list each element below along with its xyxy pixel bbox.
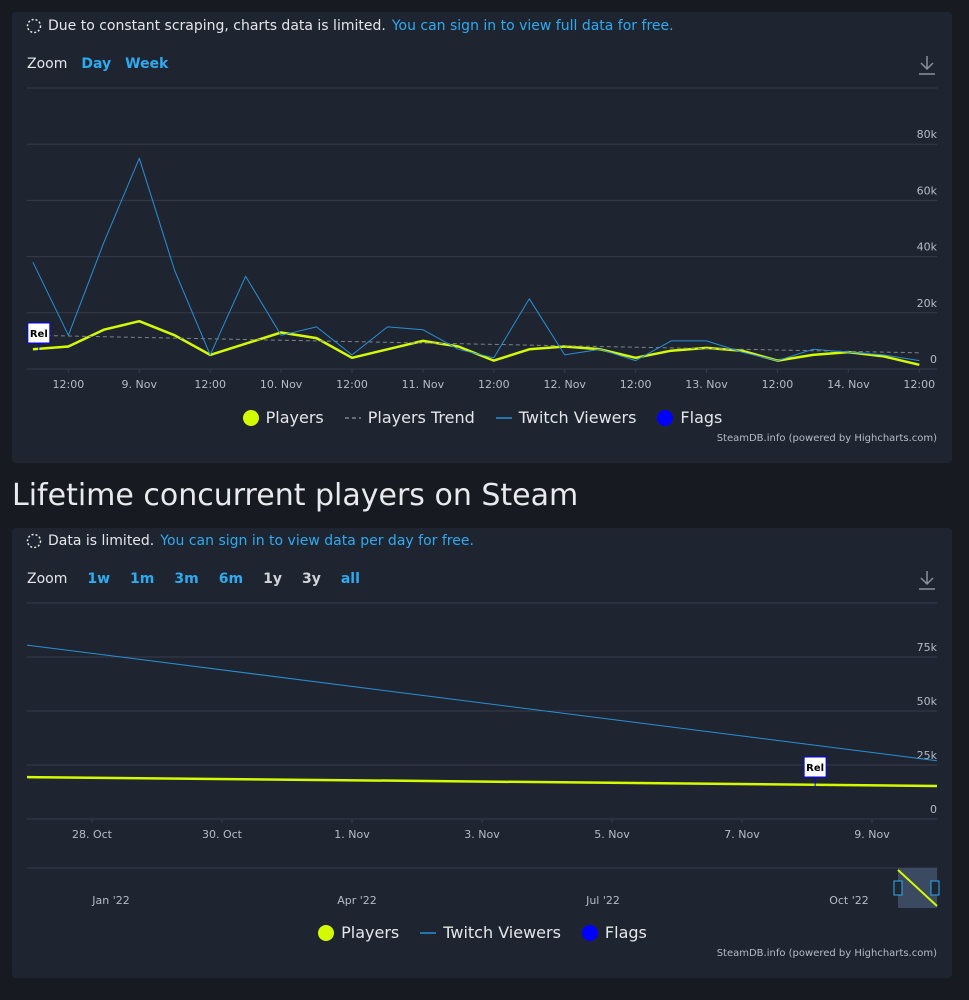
zoom-button[interactable]: 1m <box>130 571 155 587</box>
legend-text: Flags <box>680 408 723 427</box>
x-tick-label: 9. Nov <box>854 828 890 841</box>
legend-marker <box>581 924 598 941</box>
y-tick-label: 60k <box>917 184 938 197</box>
x-tick-label: 9. Nov <box>122 378 158 391</box>
zoom-button[interactable]: all <box>340 571 360 587</box>
sign-in-link[interactable]: You can sign in to view full data for fr… <box>391 18 674 34</box>
legend-text: Twitch Viewers <box>443 923 561 942</box>
credit: SteamDB.info (powered by Highcharts.com) <box>716 948 937 959</box>
legend-text: Flags <box>604 923 647 942</box>
legend-text: Players <box>341 923 400 942</box>
flag-box <box>803 756 827 778</box>
zoom-bar: Zoom Day Week <box>27 56 168 72</box>
x-tick-label: 5. Nov <box>594 828 630 841</box>
credit: SteamDB.info (powered by Highcharts.com) <box>716 433 937 444</box>
zoom-button[interactable]: 6m <box>218 571 244 587</box>
series-line <box>32 334 920 354</box>
flag-box <box>27 322 51 344</box>
legend-symbol <box>420 931 437 934</box>
legend-marker <box>657 409 674 426</box>
legend-item[interactable]: Twitch Viewers <box>495 408 637 427</box>
legend: Players Twitch Viewers Flags <box>12 923 952 942</box>
notice-text: Due to constant scraping, charts data is… <box>48 18 386 34</box>
y-tick-label: 40k <box>917 241 938 254</box>
notice-icon <box>26 533 42 549</box>
zoom-button[interactable]: 1w <box>87 571 111 587</box>
x-tick-label: 12:00 <box>478 378 510 391</box>
series-line <box>26 775 938 788</box>
legend: Players Players Trend Twitch Viewers Flags <box>12 408 952 427</box>
legend-marker <box>242 409 259 426</box>
legend-item[interactable]: Flags <box>656 408 722 427</box>
chart-panel <box>12 12 952 463</box>
navigator-tick-label: Oct '22 <box>829 894 869 907</box>
navigator-handle <box>930 880 940 896</box>
download-button[interactable] <box>917 569 937 591</box>
zoom-bar: Zoom 1w 1m 3m 6m 1y 3y all <box>27 571 360 587</box>
x-tick-label: 12:00 <box>336 378 368 391</box>
zoom-button[interactable]: Week <box>125 56 169 72</box>
x-tick-label: 28. Oct <box>72 828 113 841</box>
navigator-tick-label: Apr '22 <box>337 894 377 907</box>
legend-text: Players Trend <box>367 408 475 427</box>
flag-label: Rel <box>30 329 48 340</box>
x-tick-label: 10. Nov <box>260 378 303 391</box>
legend-symbol <box>242 409 259 426</box>
x-tick-label: 3. Nov <box>464 828 500 841</box>
notice-text: Data is limited. <box>48 533 155 549</box>
legend-symbol <box>344 416 361 419</box>
notice-icon <box>26 18 42 34</box>
x-tick-label: 30. Oct <box>202 828 243 841</box>
series-line <box>26 644 938 762</box>
navigator-series <box>897 869 938 907</box>
legend-item[interactable]: Players <box>317 923 399 942</box>
x-tick-label: 12. Nov <box>543 378 586 391</box>
legend-symbol <box>495 416 512 419</box>
x-tick-label: 12:00 <box>194 378 226 391</box>
x-tick-label: 14. Nov <box>827 378 870 391</box>
zoom-label: Zoom <box>27 56 68 72</box>
y-tick-label: 20k <box>917 297 938 310</box>
legend-item[interactable]: Players <box>242 408 324 427</box>
x-tick-label: 12:00 <box>53 378 85 391</box>
x-tick-label: 11. Nov <box>402 378 445 391</box>
x-tick-label: 12:00 <box>903 378 935 391</box>
flag-label: Rel <box>806 763 824 774</box>
navigator-tick-label: Jul '22 <box>585 894 620 907</box>
notice: Due to constant scraping, charts data is… <box>26 18 674 34</box>
zoom-button[interactable]: 3y <box>301 571 321 587</box>
zoom-label: Zoom <box>27 571 68 587</box>
legend-symbol <box>657 409 674 426</box>
legend-marker <box>318 924 335 941</box>
section-heading: Lifetime concurrent players on Steam <box>12 478 579 513</box>
legend-symbol <box>318 924 335 941</box>
zoom-button[interactable]: 1y <box>263 571 282 587</box>
y-tick-label: 80k <box>917 128 938 141</box>
legend-text: Players <box>265 408 324 427</box>
x-tick-label: 7. Nov <box>724 828 760 841</box>
legend-symbol <box>581 924 598 941</box>
download-button[interactable] <box>917 54 937 76</box>
y-tick-label: 50k <box>917 695 938 708</box>
series-line <box>32 157 920 362</box>
sign-in-link[interactable]: You can sign in to view data per day for… <box>160 533 474 549</box>
notice: Data is limited. You can sign in to view… <box>26 533 474 549</box>
zoom-button[interactable]: Day <box>81 56 112 72</box>
legend-item[interactable]: Flags <box>581 923 647 942</box>
x-tick-label: 13. Nov <box>685 378 728 391</box>
y-tick-label: 0 <box>930 803 937 816</box>
x-tick-label: 12:00 <box>762 378 794 391</box>
x-tick-label: 1. Nov <box>334 828 370 841</box>
zoom-button[interactable]: 3m <box>174 571 199 587</box>
navigator-tick-label: Jan '22 <box>91 894 129 907</box>
y-tick-label: 0 <box>930 353 937 366</box>
legend-text: Twitch Viewers <box>518 408 637 427</box>
navigator-handle <box>893 880 903 896</box>
legend-item[interactable]: Players Trend <box>344 408 475 427</box>
x-tick-label: 12:00 <box>620 378 652 391</box>
y-tick-label: 75k <box>917 641 938 654</box>
legend-item[interactable]: Twitch Viewers <box>419 923 561 942</box>
